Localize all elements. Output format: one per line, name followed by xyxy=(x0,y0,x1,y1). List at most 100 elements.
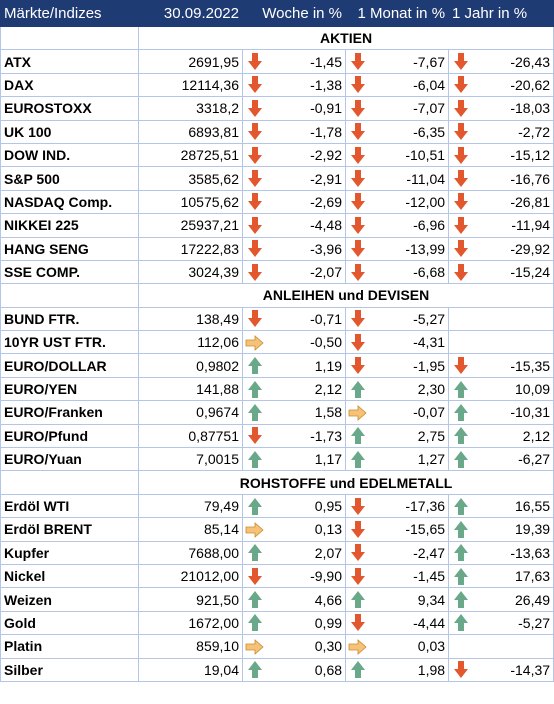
change-month: -4,44 xyxy=(368,610,450,636)
data-row: NASDAQ Comp. 10575,62 -2,69 -12,00 -26,81 xyxy=(0,189,554,215)
arrow-shape xyxy=(350,357,365,375)
arrow-shape xyxy=(248,76,263,94)
change-year: -5,27 xyxy=(471,610,554,636)
arrow-shape xyxy=(453,520,468,538)
change-month: -17,36 xyxy=(368,493,450,519)
arrow-cell xyxy=(242,657,267,682)
trend-arrow xyxy=(453,544,468,562)
arrow-cell xyxy=(448,634,472,659)
change-year: -16,76 xyxy=(471,166,554,191)
arrow-shape xyxy=(248,614,263,632)
arrow-shape xyxy=(453,450,468,468)
arrow-cell xyxy=(448,610,472,636)
trend-arrow xyxy=(453,216,468,234)
change-year: -20,62 xyxy=(471,72,554,98)
trend-arrow xyxy=(248,380,263,398)
section-spacer xyxy=(0,283,139,308)
arrow-shape xyxy=(453,661,468,679)
change-year: -15,24 xyxy=(471,259,554,285)
change-month: -6,68 xyxy=(368,259,450,285)
change-month: -12,00 xyxy=(368,189,450,215)
arrow-shape xyxy=(245,522,264,538)
trend-arrow xyxy=(348,405,367,421)
arrow-cell xyxy=(345,610,369,636)
change-week: 1,58 xyxy=(266,400,347,425)
change-week: -2,69 xyxy=(266,189,347,215)
arrow-shape xyxy=(453,170,468,188)
change-year: 16,55 xyxy=(471,493,554,519)
trend-arrow xyxy=(248,567,263,585)
arrow-cell xyxy=(345,213,369,238)
trend-arrow xyxy=(350,661,365,679)
arrow-cell xyxy=(448,49,472,74)
trend-arrow xyxy=(453,497,468,515)
instrument-name: Nickel xyxy=(0,563,139,589)
trend-arrow xyxy=(248,76,263,94)
data-row: EURO/Yuan 7,0015 1,17 1,27 -6,27 xyxy=(0,447,554,472)
change-month: -6,35 xyxy=(368,119,450,144)
change-year xyxy=(471,330,554,355)
arrow-shape xyxy=(453,591,468,609)
change-week: 0,95 xyxy=(266,493,347,519)
trend-arrow xyxy=(453,99,468,117)
arrow-shape xyxy=(453,216,468,234)
arrow-shape xyxy=(248,170,263,188)
trend-arrow xyxy=(248,216,263,234)
arrow-cell xyxy=(448,96,472,121)
trend-arrow xyxy=(248,450,263,468)
arrow-cell xyxy=(345,657,369,682)
trend-arrow xyxy=(350,216,365,234)
trend-arrow xyxy=(248,170,263,188)
arrow-cell xyxy=(448,587,472,612)
arrow-shape xyxy=(350,450,365,468)
arrow-cell xyxy=(448,540,472,565)
trend-arrow xyxy=(453,357,468,375)
section-title: ROHSTOFFE und EDELMETALL xyxy=(137,470,554,495)
header-row: Märkte/Indizes 30.09.2022 Woche in % 1 Mona… xyxy=(0,0,554,27)
header-cell: Märkte/Indizes xyxy=(0,0,139,27)
arrow-cell xyxy=(345,259,369,285)
change-month: 0,03 xyxy=(368,634,450,659)
trend-arrow xyxy=(453,661,468,679)
level: 19,04 xyxy=(138,657,243,682)
trend-arrow xyxy=(248,591,263,609)
level: 0,9802 xyxy=(138,353,243,378)
level: 25937,21 xyxy=(138,213,243,238)
level: 21012,00 xyxy=(138,563,243,589)
change-year: -14,37 xyxy=(471,657,554,682)
arrow-cell xyxy=(242,49,267,74)
level: 0,87751 xyxy=(138,423,243,449)
arrow-cell xyxy=(345,330,369,355)
arrow-cell xyxy=(242,400,267,425)
trend-arrow xyxy=(350,193,365,211)
arrow-cell xyxy=(448,400,472,425)
trend-arrow xyxy=(453,193,468,211)
arrow-shape xyxy=(350,99,365,117)
trend-arrow xyxy=(453,380,468,398)
section-title: AKTIEN xyxy=(137,25,554,51)
change-week: 2,12 xyxy=(266,376,347,402)
arrow-shape xyxy=(350,53,365,71)
trend-arrow xyxy=(248,99,263,117)
instrument-name: Weizen xyxy=(0,587,139,612)
trend-arrow xyxy=(350,123,365,141)
arrow-cell xyxy=(242,96,267,121)
arrow-shape xyxy=(350,427,365,445)
instrument-name: EUROSTOXX xyxy=(0,96,139,121)
change-year: -13,63 xyxy=(471,540,554,565)
trend-arrow xyxy=(453,170,468,188)
arrow-cell xyxy=(242,259,267,285)
change-year: -11,94 xyxy=(471,213,554,238)
change-week: 1,17 xyxy=(266,447,347,472)
arrow-cell xyxy=(242,517,267,542)
trend-arrow xyxy=(248,614,263,632)
arrow-cell xyxy=(345,119,369,144)
arrow-shape xyxy=(350,544,365,562)
level: 85,14 xyxy=(138,517,243,542)
change-week: 0,30 xyxy=(266,634,347,659)
data-row: SSE COMP. 3024,39 -2,07 -6,68 -15,24 xyxy=(0,259,554,285)
trend-arrow xyxy=(248,403,263,421)
change-week: -1,45 xyxy=(266,49,347,74)
arrow-shape xyxy=(348,638,367,655)
arrow-shape xyxy=(350,263,365,281)
